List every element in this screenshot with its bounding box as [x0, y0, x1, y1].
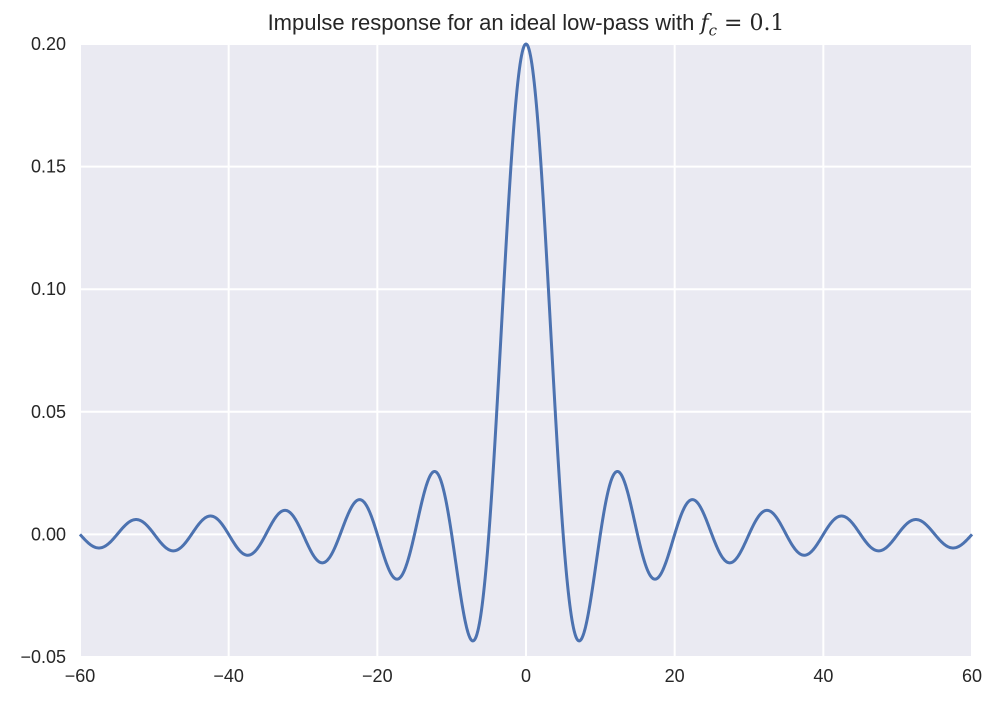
- y-tick-label: −0.05: [20, 647, 66, 667]
- x-tick-label: 40: [813, 666, 833, 686]
- y-tick-label: 0.15: [31, 157, 66, 177]
- x-tick-label: −40: [213, 666, 244, 686]
- x-tick-labels: −60 −40 −20 0 20 40 60: [65, 666, 982, 686]
- y-tick-labels: −0.05 0.00 0.05 0.10 0.15 0.20: [20, 34, 66, 667]
- x-tick-label: 0: [521, 666, 531, 686]
- y-tick-label: 0.20: [31, 34, 66, 54]
- chart-title-math: fc = 0.1: [700, 11, 784, 36]
- x-tick-label: 20: [665, 666, 685, 686]
- x-tick-label: −20: [362, 666, 393, 686]
- x-tick-label: −60: [65, 666, 96, 686]
- y-tick-label: 0.00: [31, 524, 66, 544]
- y-tick-label: 0.05: [31, 402, 66, 422]
- x-tick-label: 60: [962, 666, 982, 686]
- chart-title: Impulse response for an ideal low-pass w…: [80, 10, 972, 39]
- y-tick-label: 0.10: [31, 279, 66, 299]
- chart-title-text: Impulse response for an ideal low-pass w…: [268, 10, 695, 35]
